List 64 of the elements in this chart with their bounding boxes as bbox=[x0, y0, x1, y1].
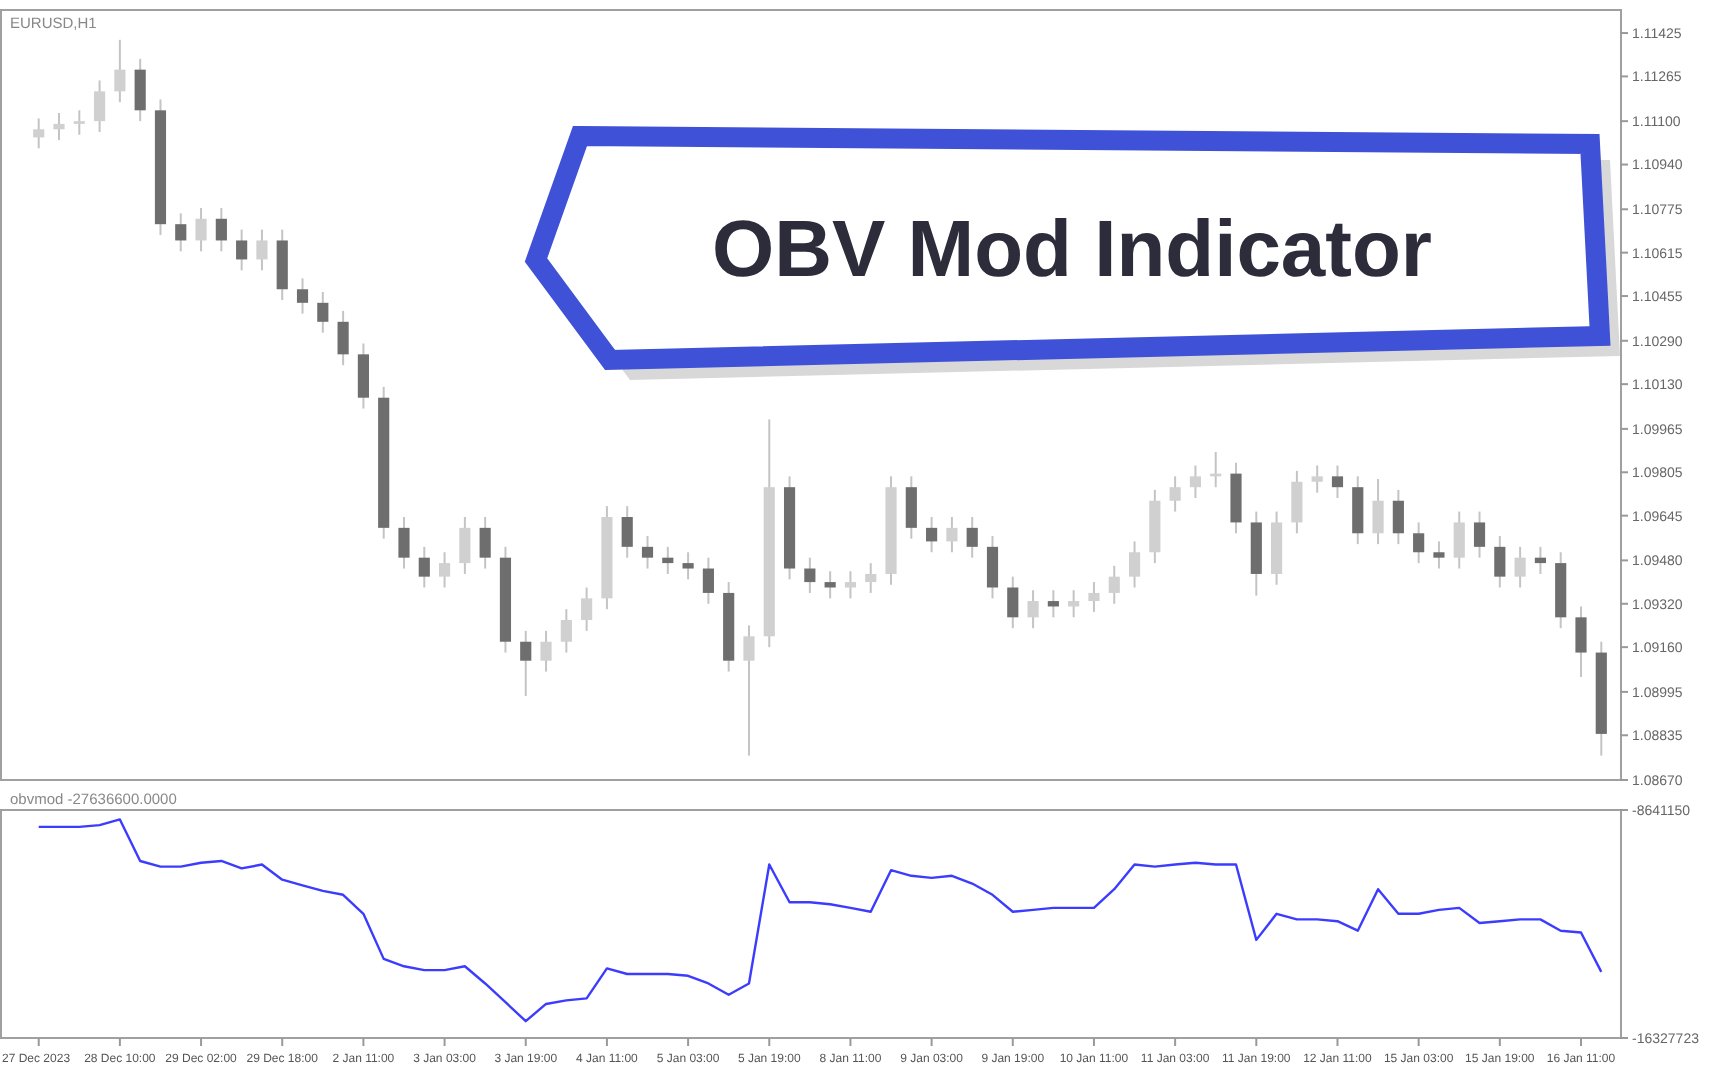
candlestick bbox=[1413, 521, 1425, 565]
candlestick bbox=[844, 570, 857, 600]
candlestick bbox=[824, 570, 836, 600]
candlestick bbox=[1047, 589, 1059, 619]
candlestick bbox=[357, 342, 369, 410]
candlestick bbox=[479, 516, 491, 570]
candlestick bbox=[73, 109, 85, 136]
candlestick bbox=[398, 516, 410, 570]
candlestick bbox=[1352, 475, 1364, 546]
candlestick bbox=[296, 277, 309, 315]
candlestick bbox=[1088, 581, 1100, 613]
candlestick bbox=[865, 562, 877, 594]
candlestick bbox=[1372, 478, 1384, 546]
candlestick bbox=[946, 516, 958, 554]
candlestick bbox=[1514, 545, 1526, 589]
candlestick bbox=[662, 545, 674, 575]
candlestick bbox=[1331, 464, 1344, 500]
candlestick bbox=[1027, 589, 1039, 630]
candlestick bbox=[53, 112, 65, 142]
line-series bbox=[37, 818, 1603, 1023]
candlestick bbox=[1433, 540, 1445, 570]
candlestick bbox=[540, 629, 552, 673]
candlestick bbox=[1311, 464, 1323, 494]
candlestick bbox=[1453, 510, 1465, 570]
candlestick bbox=[641, 534, 654, 570]
candlestick bbox=[1128, 540, 1141, 589]
candlestick bbox=[581, 586, 593, 632]
candlestick bbox=[215, 206, 227, 253]
candlestick bbox=[1473, 510, 1486, 559]
candlestick bbox=[702, 556, 714, 605]
candlestick bbox=[175, 212, 187, 253]
text: OBV Mod Indicator bbox=[712, 206, 1432, 294]
candlestick bbox=[337, 309, 349, 367]
candlestick bbox=[1534, 545, 1546, 575]
candlestick bbox=[1392, 488, 1404, 546]
candlestick bbox=[1108, 564, 1120, 605]
candlestick bbox=[1494, 534, 1506, 589]
candlestick bbox=[560, 608, 572, 654]
candlestick bbox=[804, 556, 816, 594]
candlestick bbox=[621, 505, 633, 559]
candlestick bbox=[986, 534, 999, 600]
candlestick bbox=[520, 629, 532, 697]
candlestick bbox=[195, 206, 207, 253]
candlestick bbox=[1575, 605, 1587, 678]
candlestick bbox=[1291, 469, 1303, 535]
candlestick bbox=[94, 79, 106, 134]
candlestick bbox=[236, 228, 248, 272]
candlestick bbox=[905, 475, 917, 540]
candlestick bbox=[1007, 575, 1019, 630]
candlestick bbox=[439, 551, 451, 589]
candlestick bbox=[1189, 464, 1202, 500]
candlestick bbox=[134, 57, 146, 123]
candlestick bbox=[418, 545, 430, 589]
candlestick bbox=[743, 624, 755, 757]
candlestick bbox=[459, 516, 471, 575]
candlestick bbox=[682, 551, 694, 581]
candlestick bbox=[926, 516, 938, 554]
candlestick bbox=[114, 38, 126, 104]
candlestick bbox=[1169, 475, 1181, 513]
candlestick bbox=[33, 117, 45, 150]
candlestick bbox=[1068, 589, 1080, 619]
candlestick bbox=[256, 228, 268, 272]
candlestick bbox=[317, 290, 329, 334]
candlestick bbox=[966, 516, 978, 559]
